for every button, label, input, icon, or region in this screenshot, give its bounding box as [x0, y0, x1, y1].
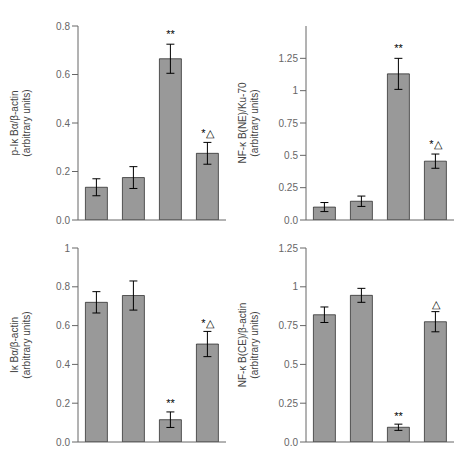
- svg-text:NF-κ B(CE)/β-actin(arbitrary u: NF-κ B(CE)/β-actin(arbitrary units): [237, 303, 260, 388]
- svg-text:**: **: [166, 397, 175, 409]
- svg-text:0.5: 0.5: [284, 150, 298, 161]
- svg-text:0.6: 0.6: [56, 320, 70, 331]
- svg-text:0.8: 0.8: [56, 21, 70, 32]
- svg-text:0.4: 0.4: [56, 118, 70, 129]
- svg-text:0.0: 0.0: [284, 437, 298, 448]
- svg-text:Iκ Bα/β-actin(arbitrary units): Iκ Bα/β-actin(arbitrary units): [9, 311, 32, 378]
- svg-text:**: **: [394, 42, 403, 54]
- svg-text:0.25: 0.25: [279, 398, 299, 409]
- svg-text:0.4: 0.4: [56, 359, 70, 370]
- svg-text:0.6: 0.6: [56, 69, 70, 80]
- svg-text:**: **: [166, 28, 175, 40]
- svg-text:0.0: 0.0: [56, 437, 70, 448]
- svg-text:0.2: 0.2: [56, 398, 70, 409]
- svg-text:0.75: 0.75: [279, 118, 299, 129]
- svg-text:*△: *△: [429, 138, 442, 150]
- svg-text:1: 1: [292, 281, 298, 292]
- svg-text:p-Iκ Bα/β-actin(arbitrary unit: p-Iκ Bα/β-actin(arbitrary units): [9, 89, 32, 156]
- svg-text:0.8: 0.8: [56, 281, 70, 292]
- svg-text:0.0: 0.0: [56, 215, 70, 226]
- svg-text:*△: *△: [201, 127, 214, 139]
- svg-text:0.5: 0.5: [284, 359, 298, 370]
- svg-text:1: 1: [64, 243, 70, 254]
- svg-text:1.25: 1.25: [279, 53, 299, 64]
- svg-text:0.2: 0.2: [56, 166, 70, 177]
- svg-text:NF-κ B(NE)/Ku-70(arbitrary uni: NF-κ B(NE)/Ku-70(arbitrary units): [237, 82, 260, 164]
- svg-text:0.25: 0.25: [279, 182, 299, 193]
- svg-text:**: **: [394, 410, 403, 422]
- svg-text:1: 1: [292, 85, 298, 96]
- svg-text:1.25: 1.25: [279, 243, 299, 254]
- svg-text:△: △: [432, 298, 441, 310]
- svg-text:0.75: 0.75: [279, 320, 299, 331]
- svg-text:*△: *△: [201, 317, 214, 329]
- svg-text:0.0: 0.0: [284, 215, 298, 226]
